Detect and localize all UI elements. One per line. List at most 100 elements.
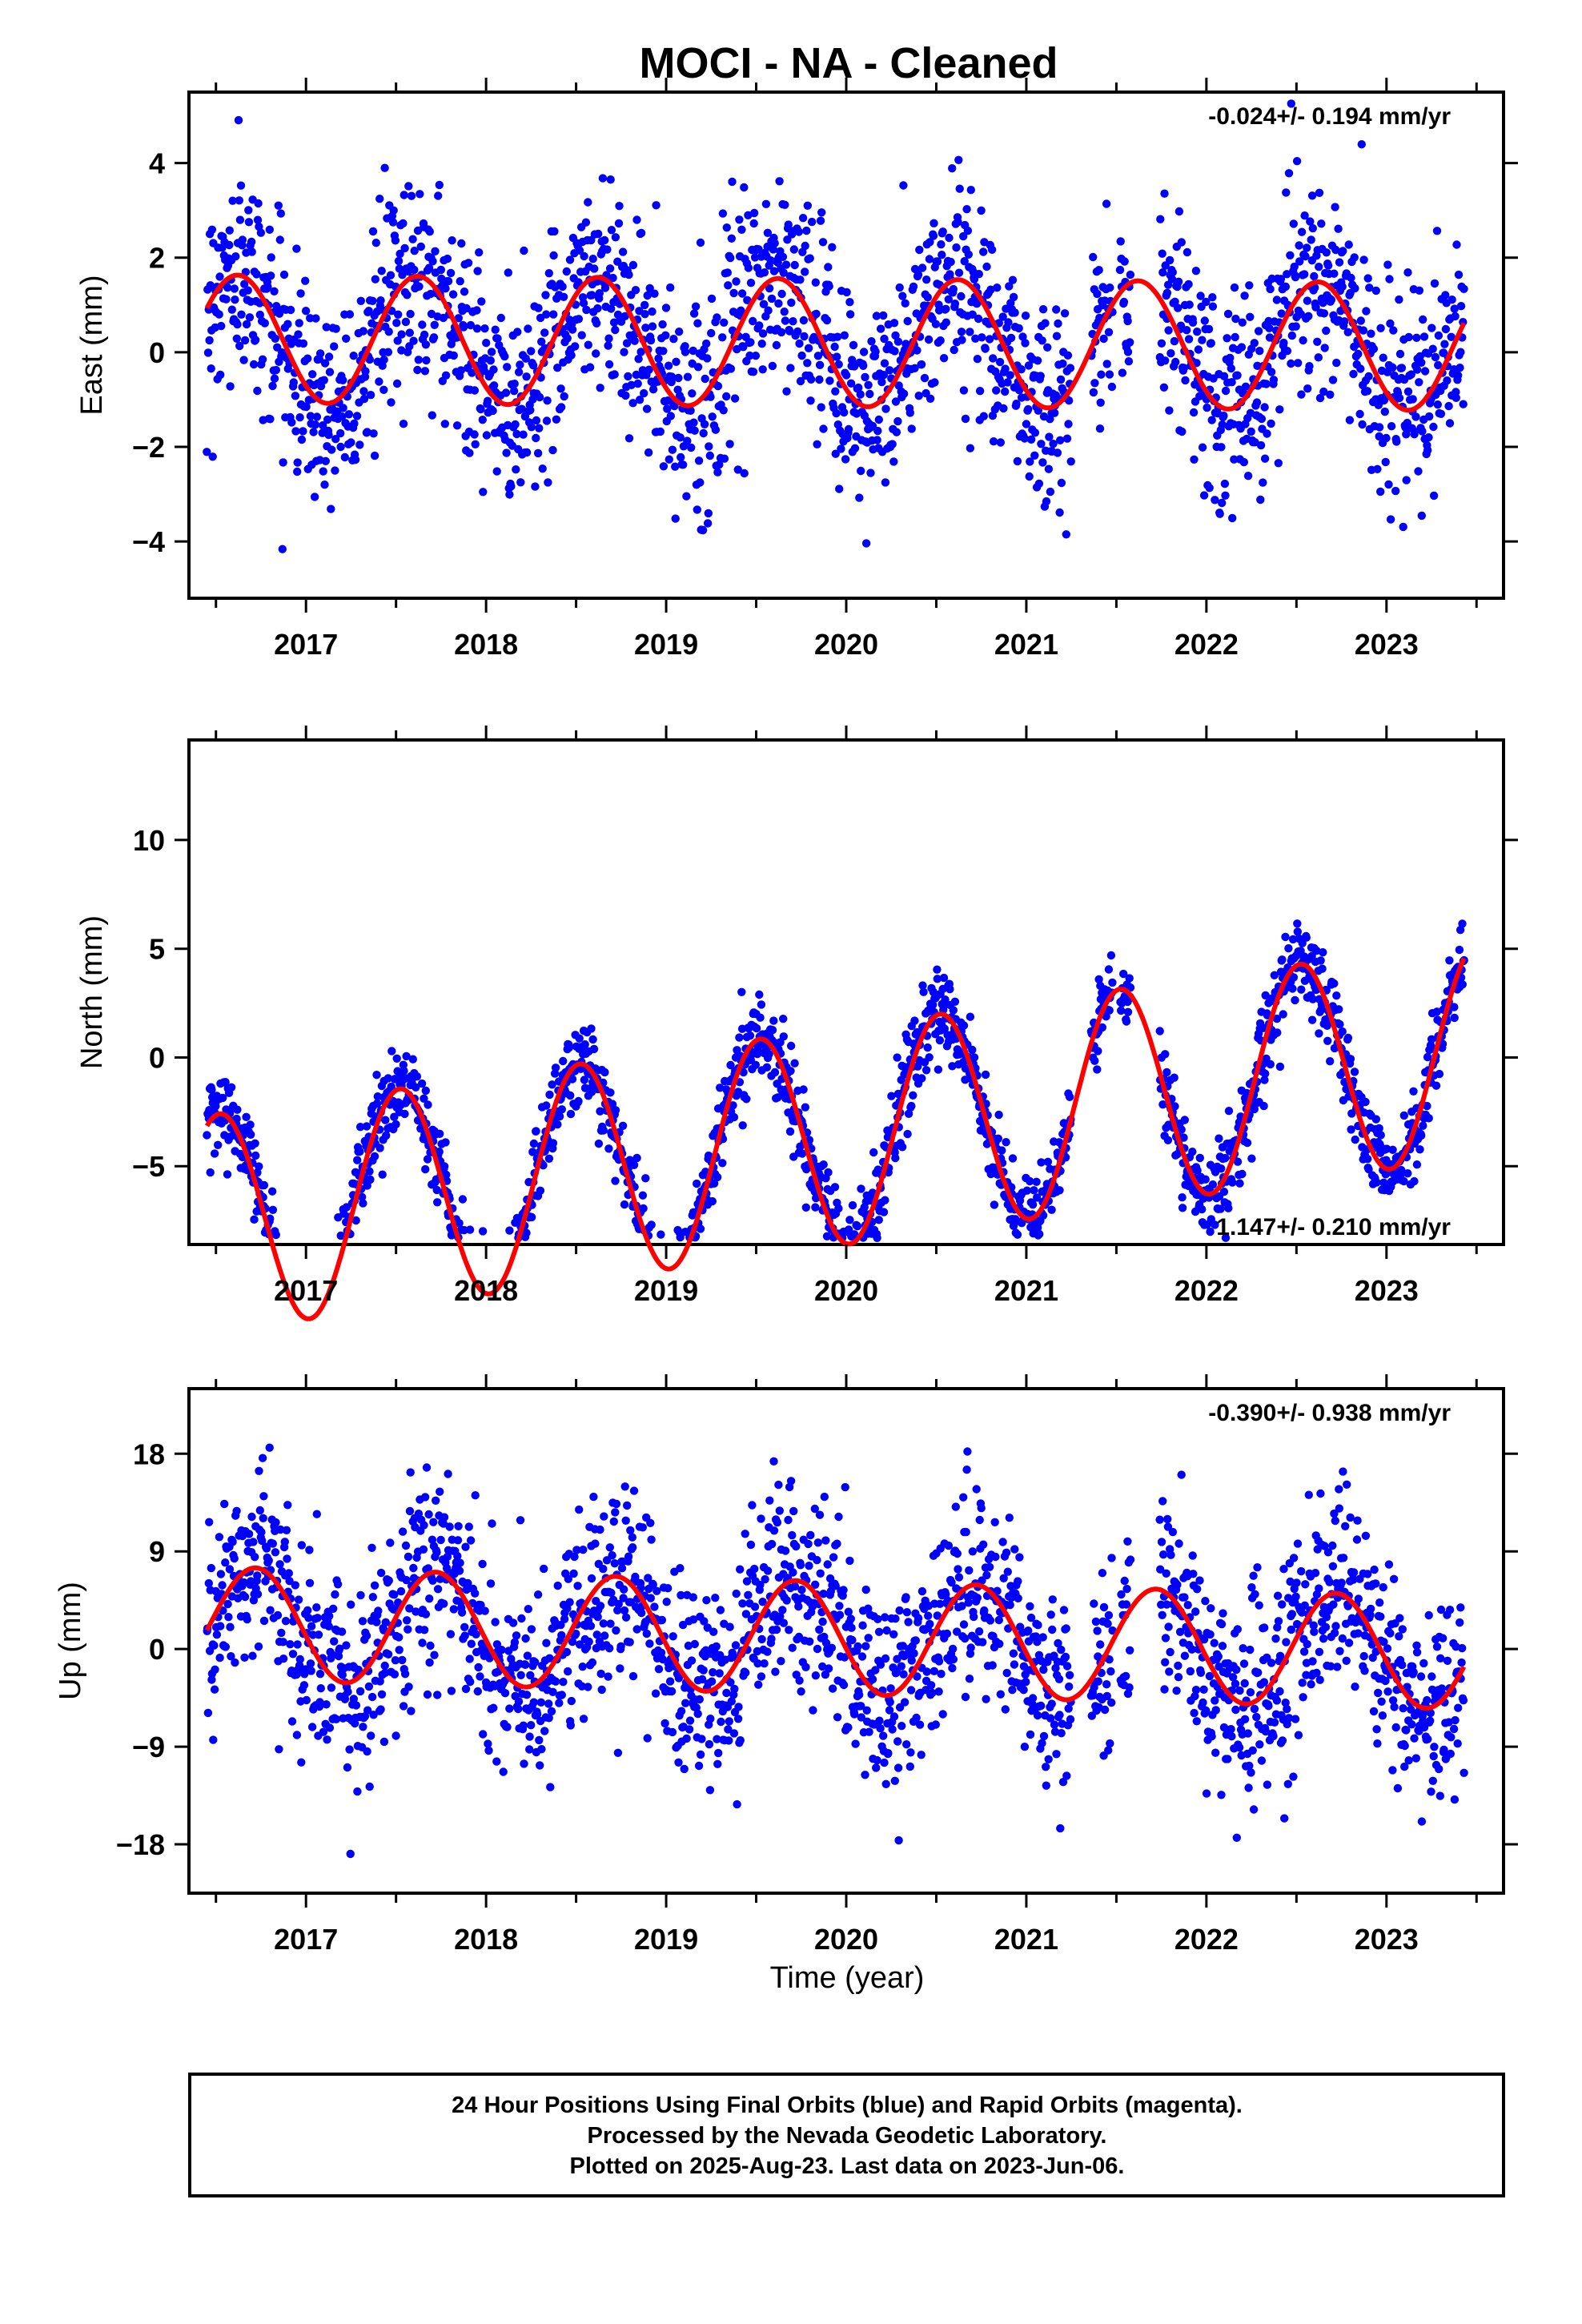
- east-data-point: [238, 235, 247, 244]
- east-data-point: [825, 282, 833, 291]
- east-data-point: [1037, 440, 1046, 448]
- east-data-point: [227, 305, 236, 314]
- up-data-point: [815, 1625, 824, 1634]
- up-data-point: [652, 1586, 661, 1595]
- up-data-point: [661, 1719, 669, 1728]
- east-data-point: [480, 324, 489, 333]
- east-data-point: [532, 433, 540, 443]
- east-data-point: [604, 341, 612, 350]
- east-data-point: [1315, 188, 1324, 197]
- north-data-point: [596, 1107, 604, 1116]
- east-data-point: [522, 448, 532, 457]
- north-data-point: [1002, 1138, 1010, 1147]
- up-data-point: [773, 1518, 782, 1527]
- east-data-point: [803, 201, 812, 210]
- east-data-point: [208, 452, 217, 461]
- east-data-point: [320, 359, 330, 368]
- east-data-point: [1006, 333, 1016, 343]
- east-data-point: [207, 364, 215, 373]
- east-data-point: [542, 310, 551, 319]
- east-data-point: [1306, 217, 1315, 226]
- up-data-point: [746, 1540, 756, 1550]
- up-data-point: [625, 1638, 634, 1647]
- east-data-point: [315, 349, 325, 358]
- east-data-point: [242, 320, 251, 329]
- east-data-point: [324, 352, 334, 361]
- up-data-point: [555, 1699, 564, 1707]
- east-data-point: [1223, 309, 1233, 319]
- up-data-point: [457, 1608, 467, 1617]
- east-data-point: [899, 181, 908, 190]
- east-data-point: [1286, 251, 1295, 259]
- north-data-point: [399, 1060, 408, 1069]
- east-data-point: [901, 299, 909, 308]
- east-data-point: [331, 435, 340, 444]
- east-data-point: [885, 366, 894, 375]
- east-data-point: [931, 320, 941, 328]
- up-data-point: [750, 1564, 759, 1574]
- north-data-point: [981, 1070, 990, 1080]
- east-data-point: [462, 304, 471, 313]
- east-data-point: [584, 340, 592, 349]
- up-data-point: [404, 1552, 413, 1562]
- east-data-point: [683, 436, 692, 445]
- east-rate-label: -0.024+/- 0.194 mm/yr: [1208, 103, 1451, 130]
- east-data-point: [950, 300, 960, 308]
- east-data-point: [1319, 309, 1329, 318]
- east-data-point: [1090, 379, 1099, 388]
- north-data-point: [574, 1096, 583, 1106]
- north-data-point: [1178, 1193, 1186, 1202]
- east-data-point: [757, 340, 766, 348]
- up-data-point: [620, 1585, 628, 1594]
- up-data-point: [465, 1655, 474, 1663]
- east-data-point: [831, 449, 840, 458]
- east-data-point: [913, 346, 921, 355]
- up-data-point: [781, 1546, 790, 1555]
- north-data-point: [765, 1050, 773, 1059]
- east-data-point: [1223, 334, 1231, 343]
- east-data-point: [556, 384, 565, 393]
- east-data-point: [682, 492, 691, 501]
- east-data-point: [1349, 369, 1358, 379]
- east-data-point: [311, 420, 319, 429]
- east-data-point: [375, 195, 384, 203]
- east-data-point: [562, 267, 571, 276]
- up-data-point: [305, 1578, 315, 1588]
- north-data-point: [402, 1051, 411, 1061]
- east-data-point: [1170, 336, 1179, 346]
- east-data-point: [265, 225, 274, 234]
- up-data-point: [685, 1725, 694, 1734]
- up-data-point: [313, 1614, 322, 1622]
- up-data-point: [774, 1480, 783, 1490]
- up-data-point: [384, 1576, 393, 1585]
- east-data-point: [816, 216, 825, 225]
- east-data-point: [605, 264, 615, 273]
- east-data-point: [425, 227, 434, 236]
- east-data-point: [746, 338, 755, 347]
- east-data-point: [964, 250, 974, 259]
- east-data-point: [845, 310, 855, 319]
- up-data-point: [778, 1606, 787, 1614]
- east-data-point: [926, 238, 934, 247]
- north-data-point: [233, 1105, 242, 1114]
- east-fit-line: [204, 272, 1467, 413]
- east-data-point: [663, 404, 672, 413]
- east-data-point: [1430, 279, 1439, 288]
- east-data-point: [1303, 384, 1312, 393]
- north-data-point: [786, 1067, 795, 1076]
- east-data-point: [460, 287, 469, 296]
- east-data-point: [1415, 286, 1424, 295]
- east-data-point: [634, 355, 643, 364]
- east-data-point: [1217, 443, 1226, 452]
- up-data-point: [591, 1539, 600, 1548]
- east-data-point: [394, 256, 404, 266]
- east-data-point: [418, 320, 427, 329]
- east-data-point: [470, 430, 479, 439]
- north-points-layer: [203, 919, 1468, 1243]
- north-data-point: [455, 1219, 464, 1228]
- east-data-point: [978, 333, 986, 342]
- east-data-point: [1359, 255, 1368, 264]
- north-data-point: [1273, 1028, 1282, 1037]
- east-data-point: [278, 545, 287, 553]
